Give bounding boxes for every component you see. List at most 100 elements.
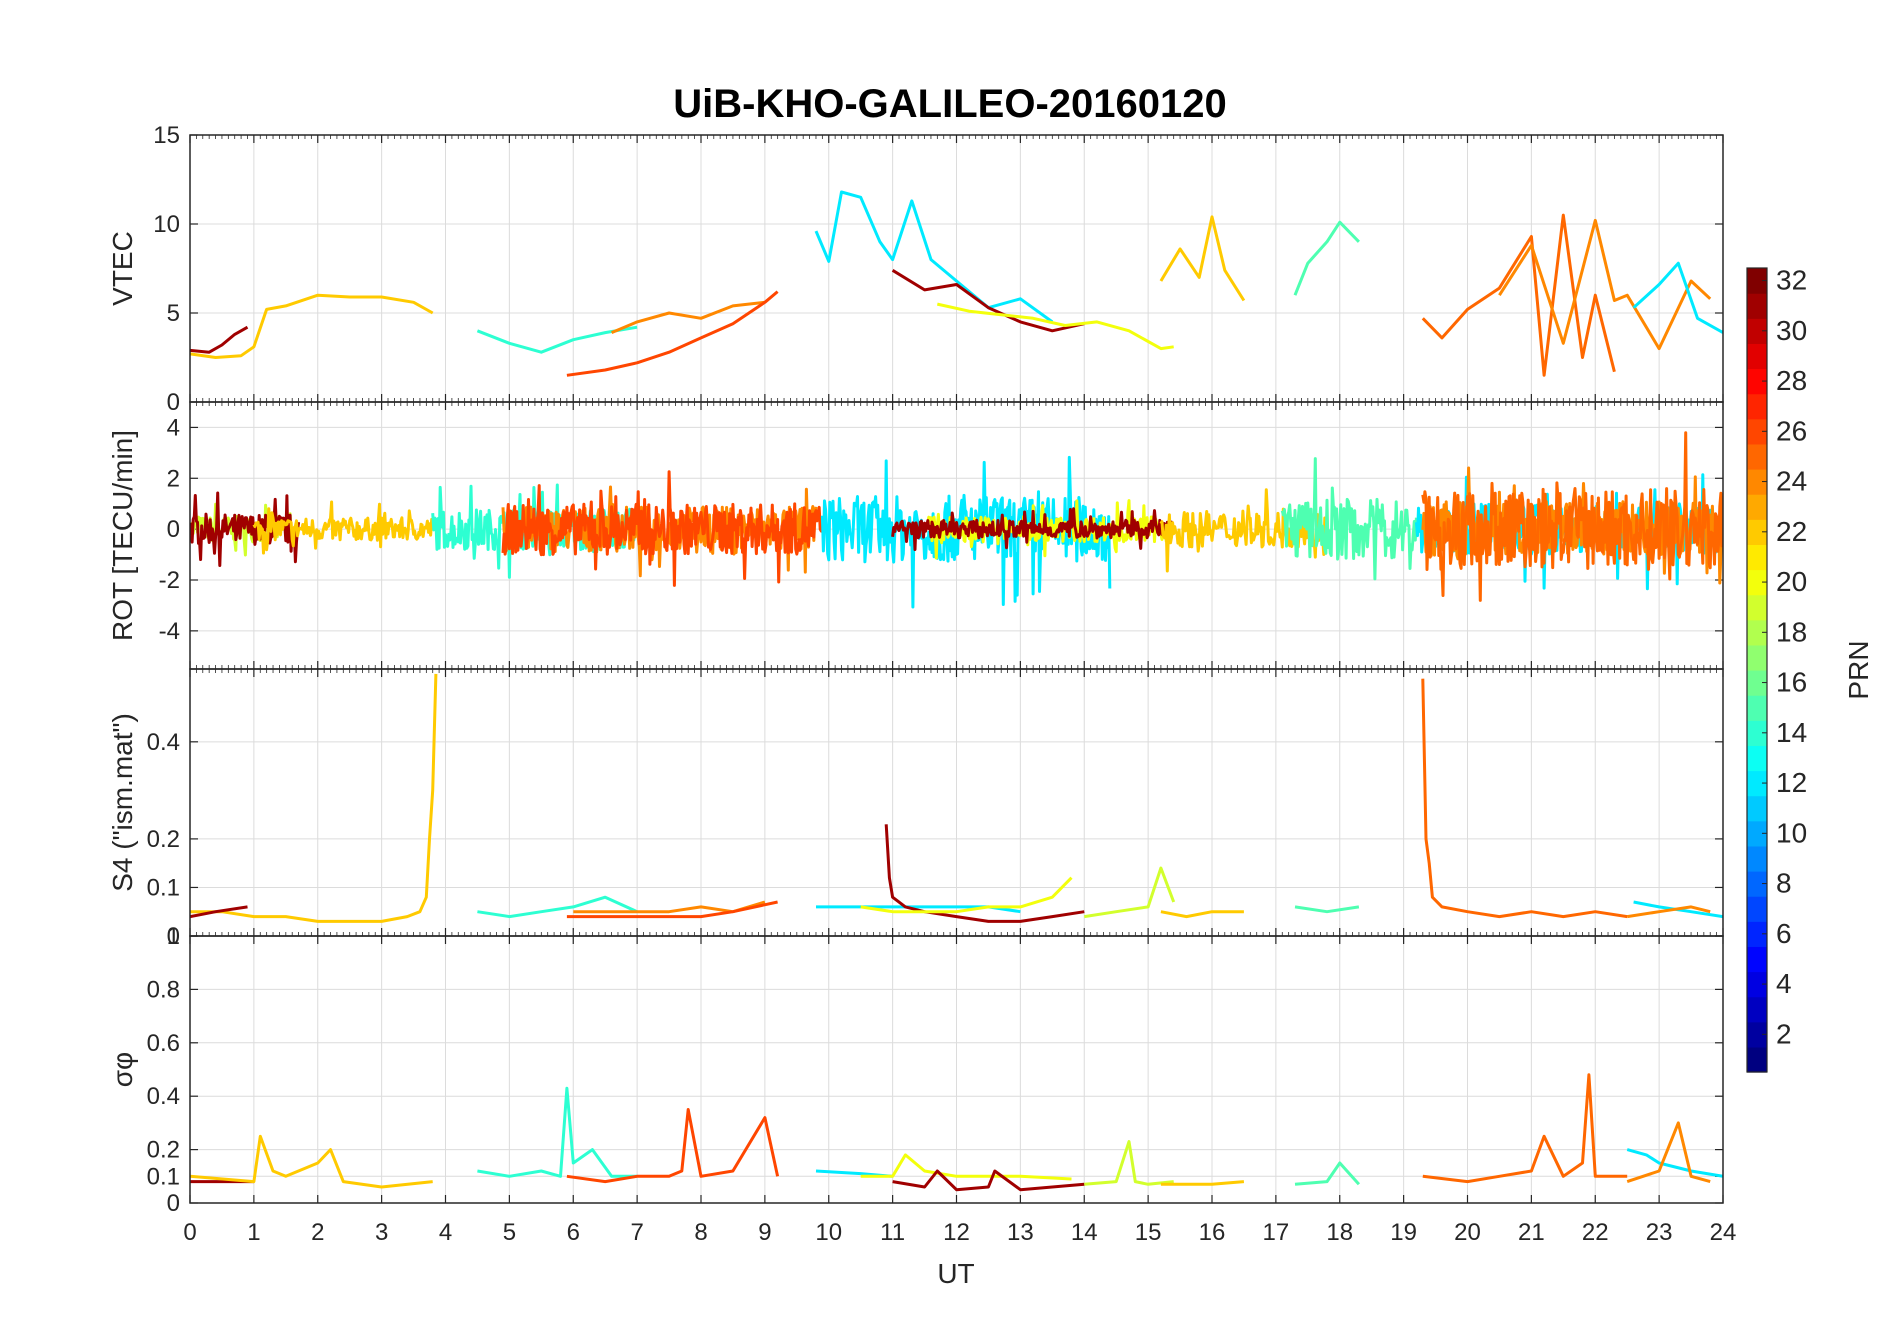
panel-4-grid <box>189 935 1724 1204</box>
y-tick-label: -2 <box>159 567 180 594</box>
series-prn-24 <box>1498 218 1712 351</box>
series-prn-24 <box>611 300 766 334</box>
series-prn-14 <box>477 1086 638 1178</box>
series-prn-31 <box>891 269 1085 333</box>
series-prn-12 <box>1632 261 1723 334</box>
chart-title: UiB-KHO-GALILEO-20160120 <box>673 82 1226 126</box>
colorbar-label: PRN <box>1843 640 1874 699</box>
y-axis-label: S4 ("ism.mat") <box>107 713 138 892</box>
series-prn-22 <box>190 1134 433 1189</box>
colorbar-swatch <box>1747 946 1767 973</box>
panel-1-series <box>190 190 1723 377</box>
series-prn-22 <box>1159 215 1246 302</box>
colorbar-tick-label: 18 <box>1776 616 1807 647</box>
y-tick-label: 0 <box>167 389 180 416</box>
series-prn-22 <box>190 293 434 359</box>
series-prn-24 <box>1626 1121 1711 1184</box>
y-tick-label: 2 <box>167 465 180 492</box>
x-tick-label: 5 <box>503 1219 516 1246</box>
series-prn-25 <box>1421 431 1723 602</box>
colorbar-swatch <box>1747 469 1767 495</box>
x-tick-label: 19 <box>1390 1219 1417 1246</box>
series-prn-26 <box>566 290 779 377</box>
y-tick-label: 0.8 <box>147 976 180 1003</box>
panel-3: 0 0.1 0.2 0.4 S4 ("ism.mat") <box>107 668 1724 950</box>
panel-1-grid <box>189 134 1724 403</box>
series-prn-25 <box>1422 1073 1628 1184</box>
colorbar-swatch <box>1747 343 1767 370</box>
series-prn-26 <box>501 470 823 587</box>
colorbar-swatch <box>1747 519 1767 545</box>
series-prn-14 <box>477 895 638 919</box>
colorbar-swatch <box>1747 418 1767 445</box>
colorbar-frame <box>1746 267 1768 1073</box>
colorbar-tick-label: 26 <box>1776 415 1807 446</box>
series-prn-14 <box>476 325 638 354</box>
y-tick-label: 0 <box>167 516 180 543</box>
colorbar-swatch <box>1747 268 1767 294</box>
series-prn-22 <box>1159 488 1329 573</box>
colorbar-tick-label: 16 <box>1776 667 1807 698</box>
series-prn-12 <box>1626 1148 1723 1178</box>
y-tick-label: 1 <box>167 923 180 950</box>
colorbar-swatch <box>1747 569 1767 596</box>
colorbar-tick-label: 28 <box>1776 365 1807 396</box>
colorbar-swatch <box>1747 318 1767 344</box>
y-tick-label: 4 <box>167 414 180 441</box>
x-tick-label: 24 <box>1710 1219 1737 1246</box>
y-tick-label: 5 <box>167 300 180 327</box>
series-prn-31 <box>892 1169 1085 1192</box>
series-prn-20 <box>860 1153 1072 1181</box>
colorbar-swatch <box>1747 795 1767 822</box>
colorbar-tick-label: 24 <box>1776 466 1807 497</box>
x-tick-label: 23 <box>1646 1219 1673 1246</box>
panel-2-series <box>190 431 1723 609</box>
x-tick-label: 17 <box>1263 1219 1290 1246</box>
series-prn-20 <box>860 876 1073 914</box>
series-prn-25 <box>1421 678 1628 919</box>
x-tick-label: 10 <box>815 1219 842 1246</box>
series-prn-19 <box>1084 1140 1174 1186</box>
x-tick-label: 9 <box>758 1219 771 1246</box>
panel-2: -4 -2 0 2 4 ROT [TECU/min] <box>107 401 1724 670</box>
series-prn-15 <box>1280 457 1418 581</box>
x-tick-label: 3 <box>375 1219 388 1246</box>
colorbar-tick-label: 4 <box>1776 968 1792 999</box>
colorbar-swatch <box>1747 393 1767 420</box>
colorbar-tick-label: 32 <box>1776 265 1807 296</box>
x-tick-label: 22 <box>1582 1219 1609 1246</box>
colorbar-swatch <box>1747 996 1767 1023</box>
colorbar-tick-label: 20 <box>1776 566 1807 597</box>
series-prn-26 <box>566 1108 780 1184</box>
colorbar-tick-label: 30 <box>1776 315 1807 346</box>
colorbar-swatch <box>1747 1021 1767 1048</box>
colorbar-swatch <box>1747 443 1767 470</box>
colorbar-swatch <box>1747 921 1767 947</box>
y-tick-label: 0.2 <box>147 1137 180 1164</box>
series-prn-22 <box>252 500 435 555</box>
y-tick-label: 0 <box>167 1190 180 1217</box>
x-tick-label: 8 <box>694 1219 707 1246</box>
colorbar-swatch <box>1747 720 1767 746</box>
x-tick-label: 18 <box>1326 1219 1353 1246</box>
colorbar-swatch <box>1747 770 1767 797</box>
x-axis-label: UT <box>937 1258 974 1289</box>
x-tick-label: 4 <box>439 1219 452 1246</box>
y-tick-label: 0.4 <box>147 729 180 756</box>
colorbar-swatch <box>1747 494 1767 520</box>
x-tick-label: 15 <box>1135 1219 1162 1246</box>
y-tick-label: 0.2 <box>147 826 180 853</box>
x-tick-label: 14 <box>1071 1219 1098 1246</box>
y-tick-label: -4 <box>159 618 180 645</box>
colorbar-swatch <box>1747 971 1767 998</box>
colorbar-swatch <box>1747 1046 1767 1073</box>
colorbar-tick-label: 2 <box>1776 1018 1792 1049</box>
colorbar-swatch <box>1747 619 1767 646</box>
colorbar-swatch <box>1747 695 1767 721</box>
y-tick-label: 15 <box>153 122 180 149</box>
series-prn-31 <box>884 824 1085 923</box>
colorbar-swatch <box>1747 845 1767 872</box>
